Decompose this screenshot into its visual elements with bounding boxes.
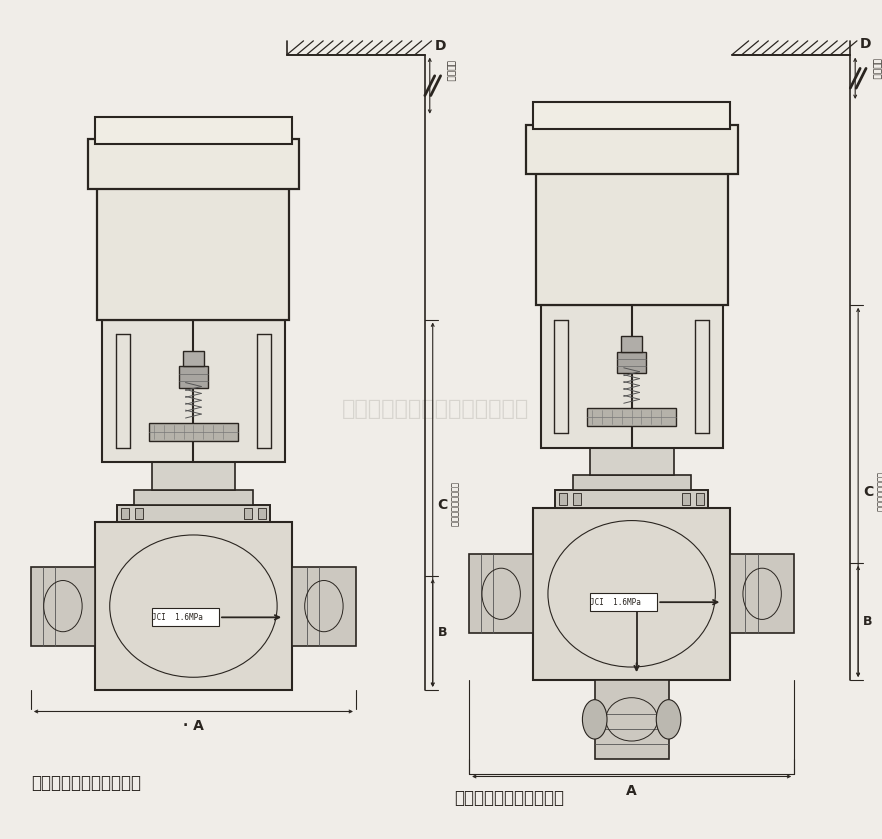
Bar xyxy=(135,508,143,519)
Bar xyxy=(179,367,208,388)
Text: · A: · A xyxy=(183,719,204,733)
Bar xyxy=(590,447,674,475)
Text: 上海通达机电工程股份有限公司: 上海通达机电工程股份有限公司 xyxy=(342,399,529,420)
Bar xyxy=(590,593,657,611)
Text: 图二、三通阀外形尺寸图: 图二、三通阀外形尺寸图 xyxy=(454,789,564,807)
Text: B: B xyxy=(863,615,872,628)
Bar xyxy=(117,505,270,523)
Bar xyxy=(621,336,642,352)
Bar xyxy=(534,102,730,129)
Bar xyxy=(541,305,722,447)
Text: C: C xyxy=(863,486,873,499)
Bar xyxy=(730,555,794,633)
Bar xyxy=(95,117,292,144)
Bar xyxy=(152,608,219,626)
Bar xyxy=(526,124,737,174)
Bar xyxy=(134,490,252,505)
Text: D: D xyxy=(860,37,871,51)
Bar xyxy=(559,492,567,505)
Bar xyxy=(152,462,235,490)
Bar xyxy=(594,680,669,758)
Text: 顶留尺寸: 顶留尺寸 xyxy=(871,58,880,79)
Bar xyxy=(572,475,691,490)
Text: JCI  1.6MPa: JCI 1.6MPa xyxy=(590,597,641,607)
Bar xyxy=(617,352,647,373)
Bar xyxy=(696,492,704,505)
Bar xyxy=(87,139,299,189)
Text: 图一、二通阀外形尺寸图: 图一、二通阀外形尺寸图 xyxy=(31,774,141,792)
Bar xyxy=(258,508,265,519)
Bar xyxy=(292,566,356,645)
Bar xyxy=(102,320,285,462)
Bar xyxy=(556,490,708,508)
Bar xyxy=(244,508,252,519)
Bar xyxy=(573,492,581,505)
Text: D: D xyxy=(435,39,446,53)
Text: B: B xyxy=(437,627,447,639)
Bar xyxy=(534,508,730,680)
Bar xyxy=(683,492,691,505)
Bar xyxy=(31,566,95,645)
Bar xyxy=(587,409,676,426)
Bar xyxy=(121,508,129,519)
Text: 顶留尺寸: 顶留尺寸 xyxy=(445,60,454,81)
Text: JCI  1.6MPa: JCI 1.6MPa xyxy=(153,612,203,622)
Text: C: C xyxy=(437,498,448,512)
Ellipse shape xyxy=(656,700,681,739)
Bar xyxy=(469,555,534,633)
Ellipse shape xyxy=(582,700,607,739)
Text: 阀与管道安装尺寸: 阀与管道安装尺寸 xyxy=(875,472,882,513)
Bar xyxy=(95,523,292,690)
Bar xyxy=(97,177,289,320)
Text: A: A xyxy=(626,784,637,799)
Bar xyxy=(535,162,728,305)
Text: 阀与驱动器安装尺寸: 阀与驱动器安装尺寸 xyxy=(450,482,459,527)
Bar xyxy=(149,423,238,440)
Bar xyxy=(183,351,205,367)
